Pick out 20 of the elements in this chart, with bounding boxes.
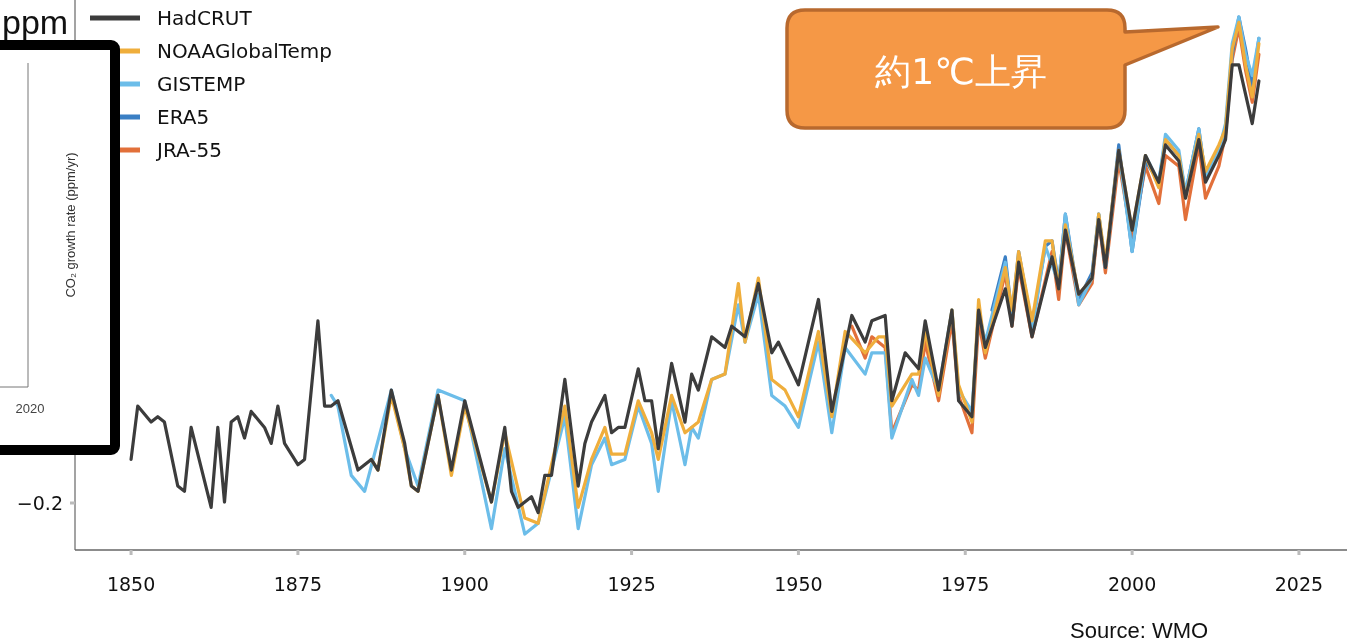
legend-label: JRA-55: [155, 138, 222, 162]
legend-label: HadCRUT: [157, 6, 253, 30]
x-tick-label: 2000: [1107, 573, 1157, 595]
x-tick-label: 1925: [607, 573, 656, 595]
text: ppm: [2, 3, 69, 41]
x-tick-label: 1975: [941, 573, 990, 595]
legend-label: ERA5: [157, 105, 210, 129]
legend-label: GISTEMP: [157, 72, 246, 96]
text: 2020: [15, 401, 45, 416]
legend-label: NOAAGlobalTemp: [157, 39, 333, 63]
text: CO₂ growth rate (ppm/yr): [63, 152, 78, 298]
x-tick-label: 1875: [273, 573, 323, 595]
x-tick-label: 2025: [1274, 573, 1324, 595]
x-tick-label: 1850: [106, 573, 156, 595]
callout: 約1℃上昇: [785, 8, 1220, 130]
source-note: Source: WMO: [1070, 618, 1209, 643]
x-tick-label: 1900: [440, 573, 489, 595]
x-tick-label: 1950: [774, 573, 823, 595]
text: −0.2: [16, 492, 63, 514]
annotation: 約1℃上昇: [875, 51, 1047, 92]
